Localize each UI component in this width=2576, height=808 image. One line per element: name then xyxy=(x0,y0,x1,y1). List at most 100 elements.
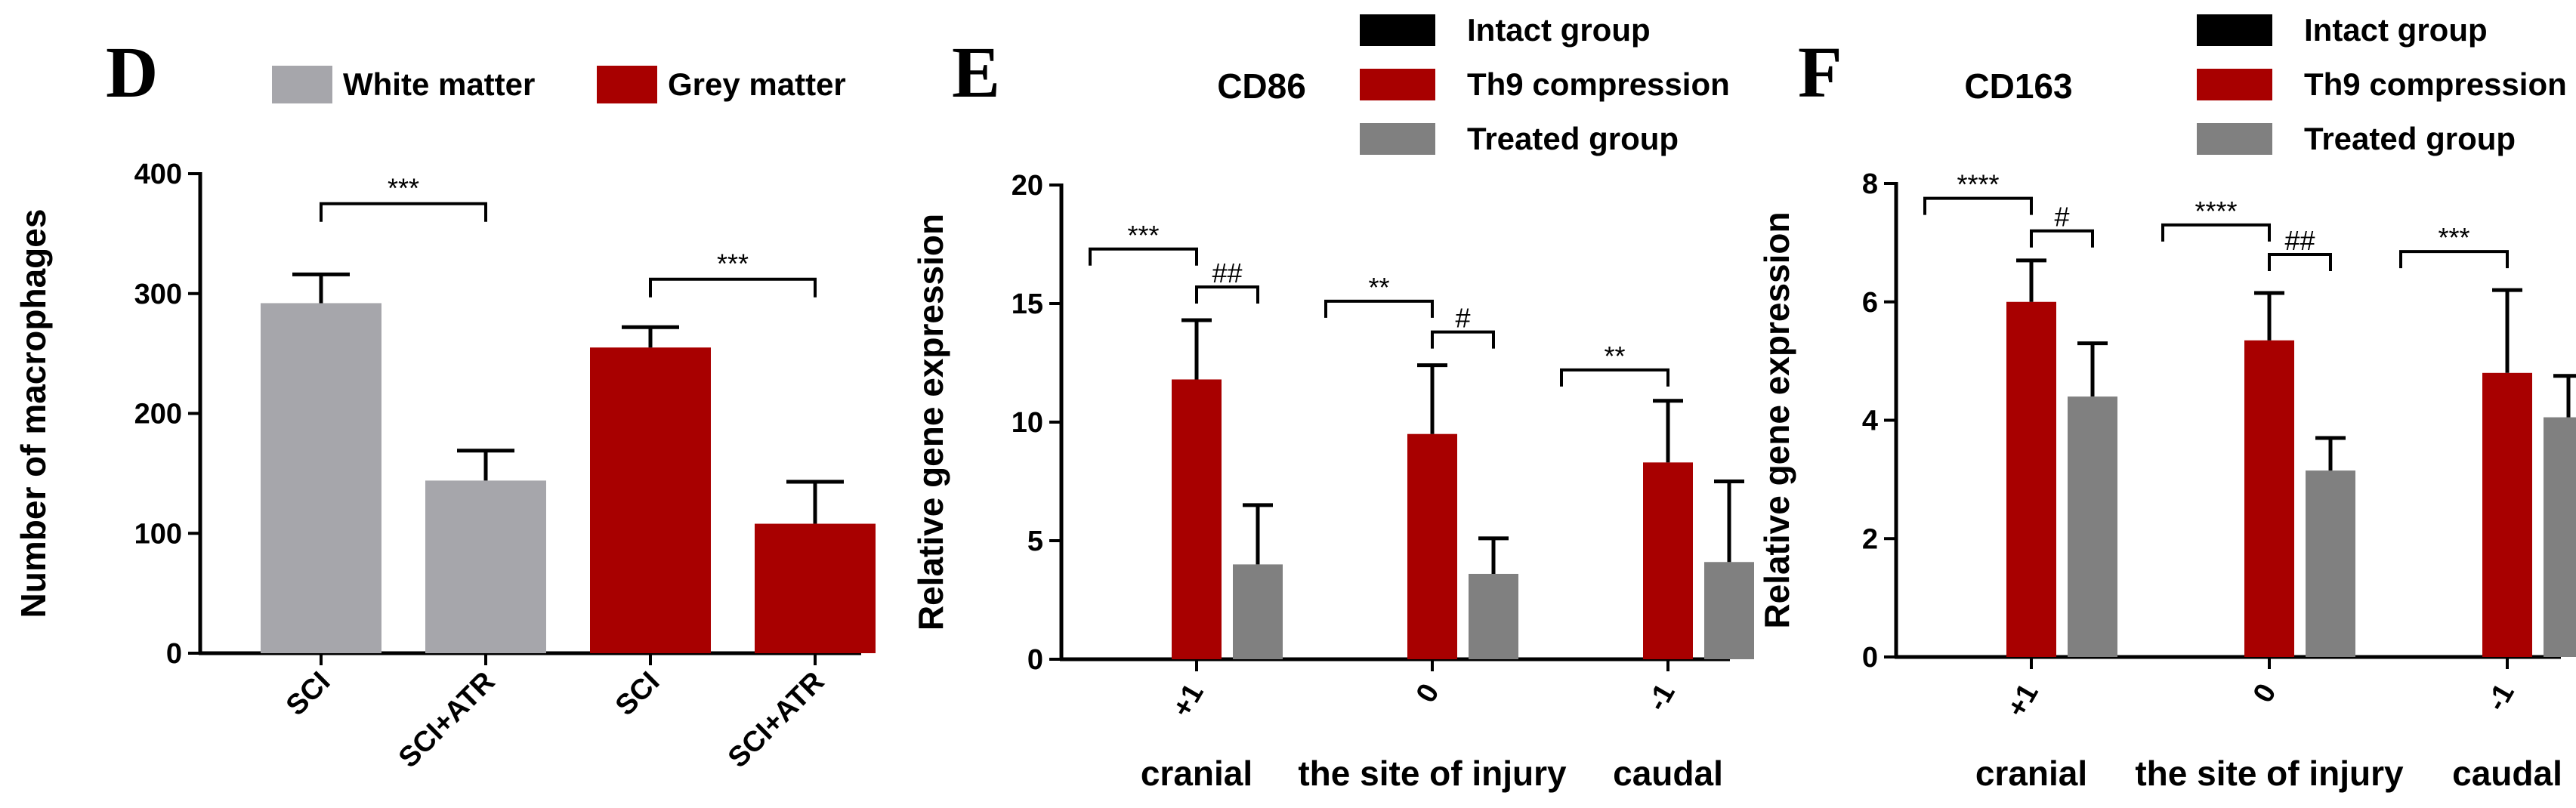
significance-label: *** xyxy=(388,173,419,204)
panel-letter: F xyxy=(1798,32,1842,113)
bar xyxy=(2482,372,2532,657)
bar xyxy=(2006,301,2056,657)
legend-label: Intact group xyxy=(1467,12,1651,48)
legend-swatch xyxy=(2197,123,2272,155)
error-bar xyxy=(1243,503,1273,565)
y-tick-label: 10 xyxy=(1012,407,1043,439)
bar xyxy=(1469,573,1518,659)
significance-bracket xyxy=(2268,253,2332,272)
significance-bracket xyxy=(320,202,487,222)
bar xyxy=(2306,470,2355,657)
error-bar xyxy=(2016,258,2046,302)
y-tick-label: 200 xyxy=(134,399,182,430)
significance-label: ** xyxy=(1368,272,1389,303)
bar xyxy=(755,523,876,653)
category-description: cranial xyxy=(1975,754,2087,793)
error-bar xyxy=(1181,318,1212,380)
significance-bracket xyxy=(1089,247,1198,266)
x-tick-label: SCI xyxy=(280,666,337,723)
x-tick-label: -1 xyxy=(2481,679,2521,717)
legend-swatch xyxy=(2197,69,2272,100)
error-bar xyxy=(622,325,679,348)
bar xyxy=(1704,562,1754,659)
error-bar xyxy=(2315,436,2346,471)
bar xyxy=(1233,564,1283,659)
error-bar xyxy=(292,272,350,304)
significance-label: *** xyxy=(1127,220,1159,251)
y-tick-label: 0 xyxy=(166,638,182,670)
x-tick-label: +1 xyxy=(2001,679,2045,723)
y-tick-label: 2 xyxy=(1862,523,1878,555)
error-bar xyxy=(2553,374,2576,418)
significance-bracket xyxy=(2161,223,2271,242)
significance-bracket xyxy=(1195,285,1259,304)
y-tick-label: 6 xyxy=(1862,287,1878,319)
x-tick-label: 0 xyxy=(2247,679,2283,708)
panel-e: E CD86 Intact group Th9 compression Treated … xyxy=(911,12,1754,793)
error-bar xyxy=(1417,363,1447,434)
bar xyxy=(2544,417,2576,657)
y-axis-title: Relative gene expression xyxy=(1757,211,1796,628)
significance-label: **** xyxy=(1957,169,1999,200)
x-tick-label: SCI+ATR xyxy=(393,666,501,774)
y-axis-title: Number of macrophages xyxy=(14,209,53,618)
bar xyxy=(590,347,711,653)
chart-title: CD163 xyxy=(1964,66,2072,106)
significance-bracket xyxy=(1324,299,1434,318)
bar xyxy=(1643,462,1693,659)
category-description: the site of injury xyxy=(2135,754,2404,793)
category-description: caudal xyxy=(2452,754,2562,793)
error-bar xyxy=(2077,341,2108,397)
error-bar xyxy=(1714,480,1744,563)
significance-bracket xyxy=(649,277,817,298)
significance-label: ** xyxy=(1604,341,1625,372)
x-tick-label: 0 xyxy=(1410,679,1446,708)
x-tick-label: SCI+ATR xyxy=(722,666,830,774)
significance-bracket xyxy=(1923,196,2033,215)
legend-label: Th9 compression xyxy=(2304,66,2567,102)
significance-label: # xyxy=(1455,303,1470,334)
y-tick-label: 15 xyxy=(1012,288,1043,320)
y-tick-label: 20 xyxy=(1012,170,1043,202)
error-bar xyxy=(1653,399,1683,463)
y-tick-label: 0 xyxy=(1027,644,1043,676)
bar xyxy=(2244,340,2294,657)
legend-label: Th9 compression xyxy=(1467,66,1730,102)
y-tick-label: 0 xyxy=(1862,642,1878,674)
chart-title: CD86 xyxy=(1217,66,1306,106)
error-bar xyxy=(786,480,844,524)
bar xyxy=(425,480,546,653)
significance-label: *** xyxy=(2438,222,2469,253)
y-tick-label: 8 xyxy=(1862,168,1878,200)
significance-label: ## xyxy=(1212,258,1242,288)
bar xyxy=(2068,396,2117,657)
bar xyxy=(1407,433,1457,659)
significance-label: # xyxy=(2054,202,2069,233)
significance-bracket xyxy=(1431,330,1495,349)
legend-label: Grey matter xyxy=(668,66,846,102)
error-bar xyxy=(1478,536,1509,574)
legend-swatch xyxy=(1360,14,1435,46)
error-bar xyxy=(457,449,514,481)
legend-swatch xyxy=(272,66,332,103)
significance-bracket xyxy=(1560,368,1669,387)
panel-f: F CD163 Intact group Th9 compression Treated… xyxy=(1757,12,2576,793)
error-bar xyxy=(2254,291,2284,341)
y-tick-label: 400 xyxy=(134,159,182,190)
significance-label: *** xyxy=(717,248,749,279)
error-bar xyxy=(2492,288,2522,373)
legend-swatch xyxy=(2197,14,2272,46)
significance-bracket xyxy=(2399,250,2509,269)
category-description: cranial xyxy=(1141,754,1252,793)
legend-label: Intact group xyxy=(2304,12,2488,48)
bar xyxy=(261,303,381,653)
panel-d: D White matter Grey matter 0 100 200 300 400 Num… xyxy=(14,32,876,774)
category-description: caudal xyxy=(1613,754,1723,793)
legend-swatch xyxy=(1360,69,1435,100)
bar xyxy=(1172,379,1222,659)
x-tick-label: SCI xyxy=(610,666,666,723)
y-tick-label: 300 xyxy=(134,279,182,310)
legend-label: White matter xyxy=(343,66,535,102)
x-tick-label: +1 xyxy=(1166,679,1210,723)
category-description: the site of injury xyxy=(1298,754,1567,793)
